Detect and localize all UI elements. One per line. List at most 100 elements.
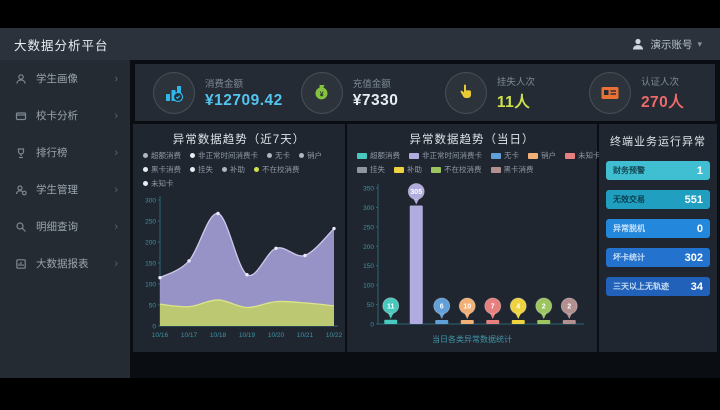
- legend-swatch: [490, 166, 501, 173]
- trend-today-caption: 当日各类异常数据统计: [432, 335, 512, 344]
- legend-item[interactable]: 黑卡消费: [143, 164, 181, 175]
- sidebar-item-card-analysis[interactable]: 校卡分析 ›: [0, 97, 130, 134]
- trend-today-legend: 超额消费 非正常时间消费卡 无卡 销户 未知卡 挂失 补助 不在校消费 黑卡消费: [347, 148, 601, 175]
- legend-item[interactable]: 无卡: [491, 150, 519, 161]
- svg-text:100: 100: [145, 282, 156, 289]
- sidebar-item-label: 大数据报表: [36, 258, 89, 270]
- kpi-value: ¥12709.42: [205, 91, 283, 109]
- terminal-anomaly-panel: 终端业务运行异常 财务预警 1 无效交易 551 异常脱机 0 坏卡统计 302: [599, 124, 717, 352]
- legend-dot: [190, 153, 195, 158]
- svg-text:10: 10: [463, 304, 471, 311]
- legend-dot: [299, 153, 304, 158]
- legend-item[interactable]: 非正常时间消费卡: [190, 150, 258, 161]
- kpi-recharge-amount: ¥ 充值金额 ¥7330: [283, 64, 427, 121]
- kpi-strip: 消费金额 ¥12709.42 ¥ 充值金额 ¥7330 挂失人次: [135, 64, 715, 121]
- svg-text:50: 50: [149, 303, 157, 310]
- kpi-label: 消费金额: [205, 78, 244, 90]
- main-content: 消费金额 ¥12709.42 ¥ 充值金额 ¥7330 挂失人次: [130, 60, 720, 378]
- legend-item[interactable]: 不在校消费: [431, 164, 482, 175]
- svg-text:150: 150: [145, 261, 156, 268]
- terminal-row-bad-card-stats[interactable]: 坏卡统计 302: [606, 248, 710, 267]
- sidebar-item-bigdata-report[interactable]: 大数据报表 ›: [0, 245, 130, 282]
- svg-text:305: 305: [410, 189, 422, 196]
- ranking-icon: [17, 147, 25, 158]
- top-header: 大数据分析平台 演示账号 ▾: [0, 28, 720, 60]
- legend-item[interactable]: 非正常时间消费卡: [409, 150, 482, 161]
- legend-dot: [143, 153, 148, 158]
- kpi-authentication-count: 认证人次 270人: [571, 64, 715, 121]
- trend-7d-legend: 超额消费 非正常时间消费卡 无卡 销户 黑卡消费 挂失 补助 不在校消费 未知卡: [133, 148, 345, 189]
- svg-text:6: 6: [440, 304, 444, 311]
- legend-swatch: [491, 152, 501, 159]
- svg-text:0: 0: [370, 322, 374, 329]
- sidebar-item-detail-query[interactable]: 明细查询 ›: [0, 208, 130, 245]
- user-icon: [633, 38, 644, 50]
- svg-text:0: 0: [152, 324, 156, 331]
- legend-item[interactable]: 不在校消费: [254, 164, 300, 175]
- sidebar-item-label: 学生画像: [36, 73, 78, 85]
- svg-text:10/18: 10/18: [210, 332, 227, 339]
- legend-item[interactable]: 销户: [299, 150, 322, 161]
- legend-dot: [222, 167, 227, 172]
- trend-7d-plot: 0 50 100 150 200 250 300 10/16 10/17 10/18 10/19 10…: [133, 192, 345, 352]
- detail-query-icon: [16, 221, 26, 232]
- svg-text:200: 200: [145, 240, 156, 247]
- svg-text:10/16: 10/16: [152, 332, 169, 339]
- trend-7d-title: 异常数据趋势（近7天）: [172, 134, 306, 146]
- legend-swatch: [431, 166, 441, 173]
- legend-item[interactable]: 补助: [394, 164, 422, 175]
- svg-text:10/17: 10/17: [181, 332, 198, 339]
- legend-swatch: [409, 152, 419, 159]
- consumption-amount-icon: [153, 71, 195, 114]
- terminal-row-no-trace-3days[interactable]: 三天以上无轨迹 34: [606, 277, 710, 296]
- svg-text:250: 250: [363, 224, 374, 231]
- app-title: 大数据分析平台: [14, 38, 109, 53]
- svg-text:10/20: 10/20: [268, 332, 285, 339]
- sidebar-item-student-manage[interactable]: 学生管理 ›: [0, 171, 130, 208]
- svg-text:10/22: 10/22: [326, 332, 342, 339]
- svg-text:2: 2: [567, 304, 571, 311]
- svg-text:300: 300: [363, 205, 374, 212]
- kpi-label: 挂失人次: [496, 76, 535, 88]
- chevron-right-icon: ›: [114, 183, 118, 196]
- sidebar-item-student-portrait[interactable]: 学生画像 ›: [0, 60, 130, 97]
- chevron-down-icon: ▾: [697, 38, 702, 49]
- svg-text:350: 350: [363, 186, 374, 193]
- svg-text:300: 300: [145, 198, 156, 205]
- legend-item[interactable]: 挂失: [357, 164, 385, 175]
- chevron-right-icon: ›: [114, 220, 118, 233]
- kpi-consumption-amount: 消费金额 ¥12709.42: [135, 64, 283, 121]
- svg-text:10/21: 10/21: [297, 332, 314, 339]
- svg-text:100: 100: [363, 283, 374, 290]
- terminal-panel-title: 终端业务运行异常: [610, 136, 706, 148]
- student-portrait-icon: [16, 73, 26, 84]
- student-manage-icon: [15, 184, 27, 195]
- legend-dot: [143, 167, 148, 172]
- legend-item[interactable]: 黑卡消费: [490, 164, 534, 175]
- legend-item[interactable]: 补助: [222, 164, 245, 175]
- terminal-row-invalid-transactions[interactable]: 无效交易 551: [606, 190, 710, 209]
- legend-dot: [267, 153, 272, 158]
- terminal-row-finance-warning[interactable]: 财务预警 1: [606, 161, 710, 180]
- legend-item[interactable]: 销户: [528, 150, 556, 161]
- svg-text:50: 50: [367, 302, 375, 309]
- chevron-right-icon: ›: [114, 146, 118, 159]
- legend-item[interactable]: 无卡: [267, 150, 290, 161]
- legend-swatch: [357, 166, 367, 173]
- legend-swatch: [394, 166, 404, 173]
- user-menu[interactable]: 演示账号 ▾: [631, 28, 702, 60]
- kpi-value: ¥7330: [352, 91, 399, 109]
- legend-swatch: [528, 152, 538, 159]
- sidebar-item-label: 校卡分析: [36, 110, 78, 122]
- legend-item[interactable]: 挂失: [190, 164, 213, 175]
- legend-item[interactable]: 未知卡: [143, 178, 174, 189]
- terminal-row-abnormal-offline[interactable]: 异常脱机 0: [606, 219, 710, 238]
- legend-item[interactable]: 未知卡: [565, 150, 601, 161]
- sidebar: 学生画像 › 校卡分析 › 排行榜 › 学生管理 › 明细查询 › 大数据报表 …: [0, 60, 130, 378]
- legend-item[interactable]: 超额消费: [357, 150, 400, 161]
- legend-item[interactable]: 超额消费: [143, 150, 181, 161]
- svg-text:10/19: 10/19: [239, 332, 256, 339]
- svg-text:200: 200: [363, 244, 374, 251]
- sidebar-item-ranking[interactable]: 排行榜 ›: [0, 134, 130, 171]
